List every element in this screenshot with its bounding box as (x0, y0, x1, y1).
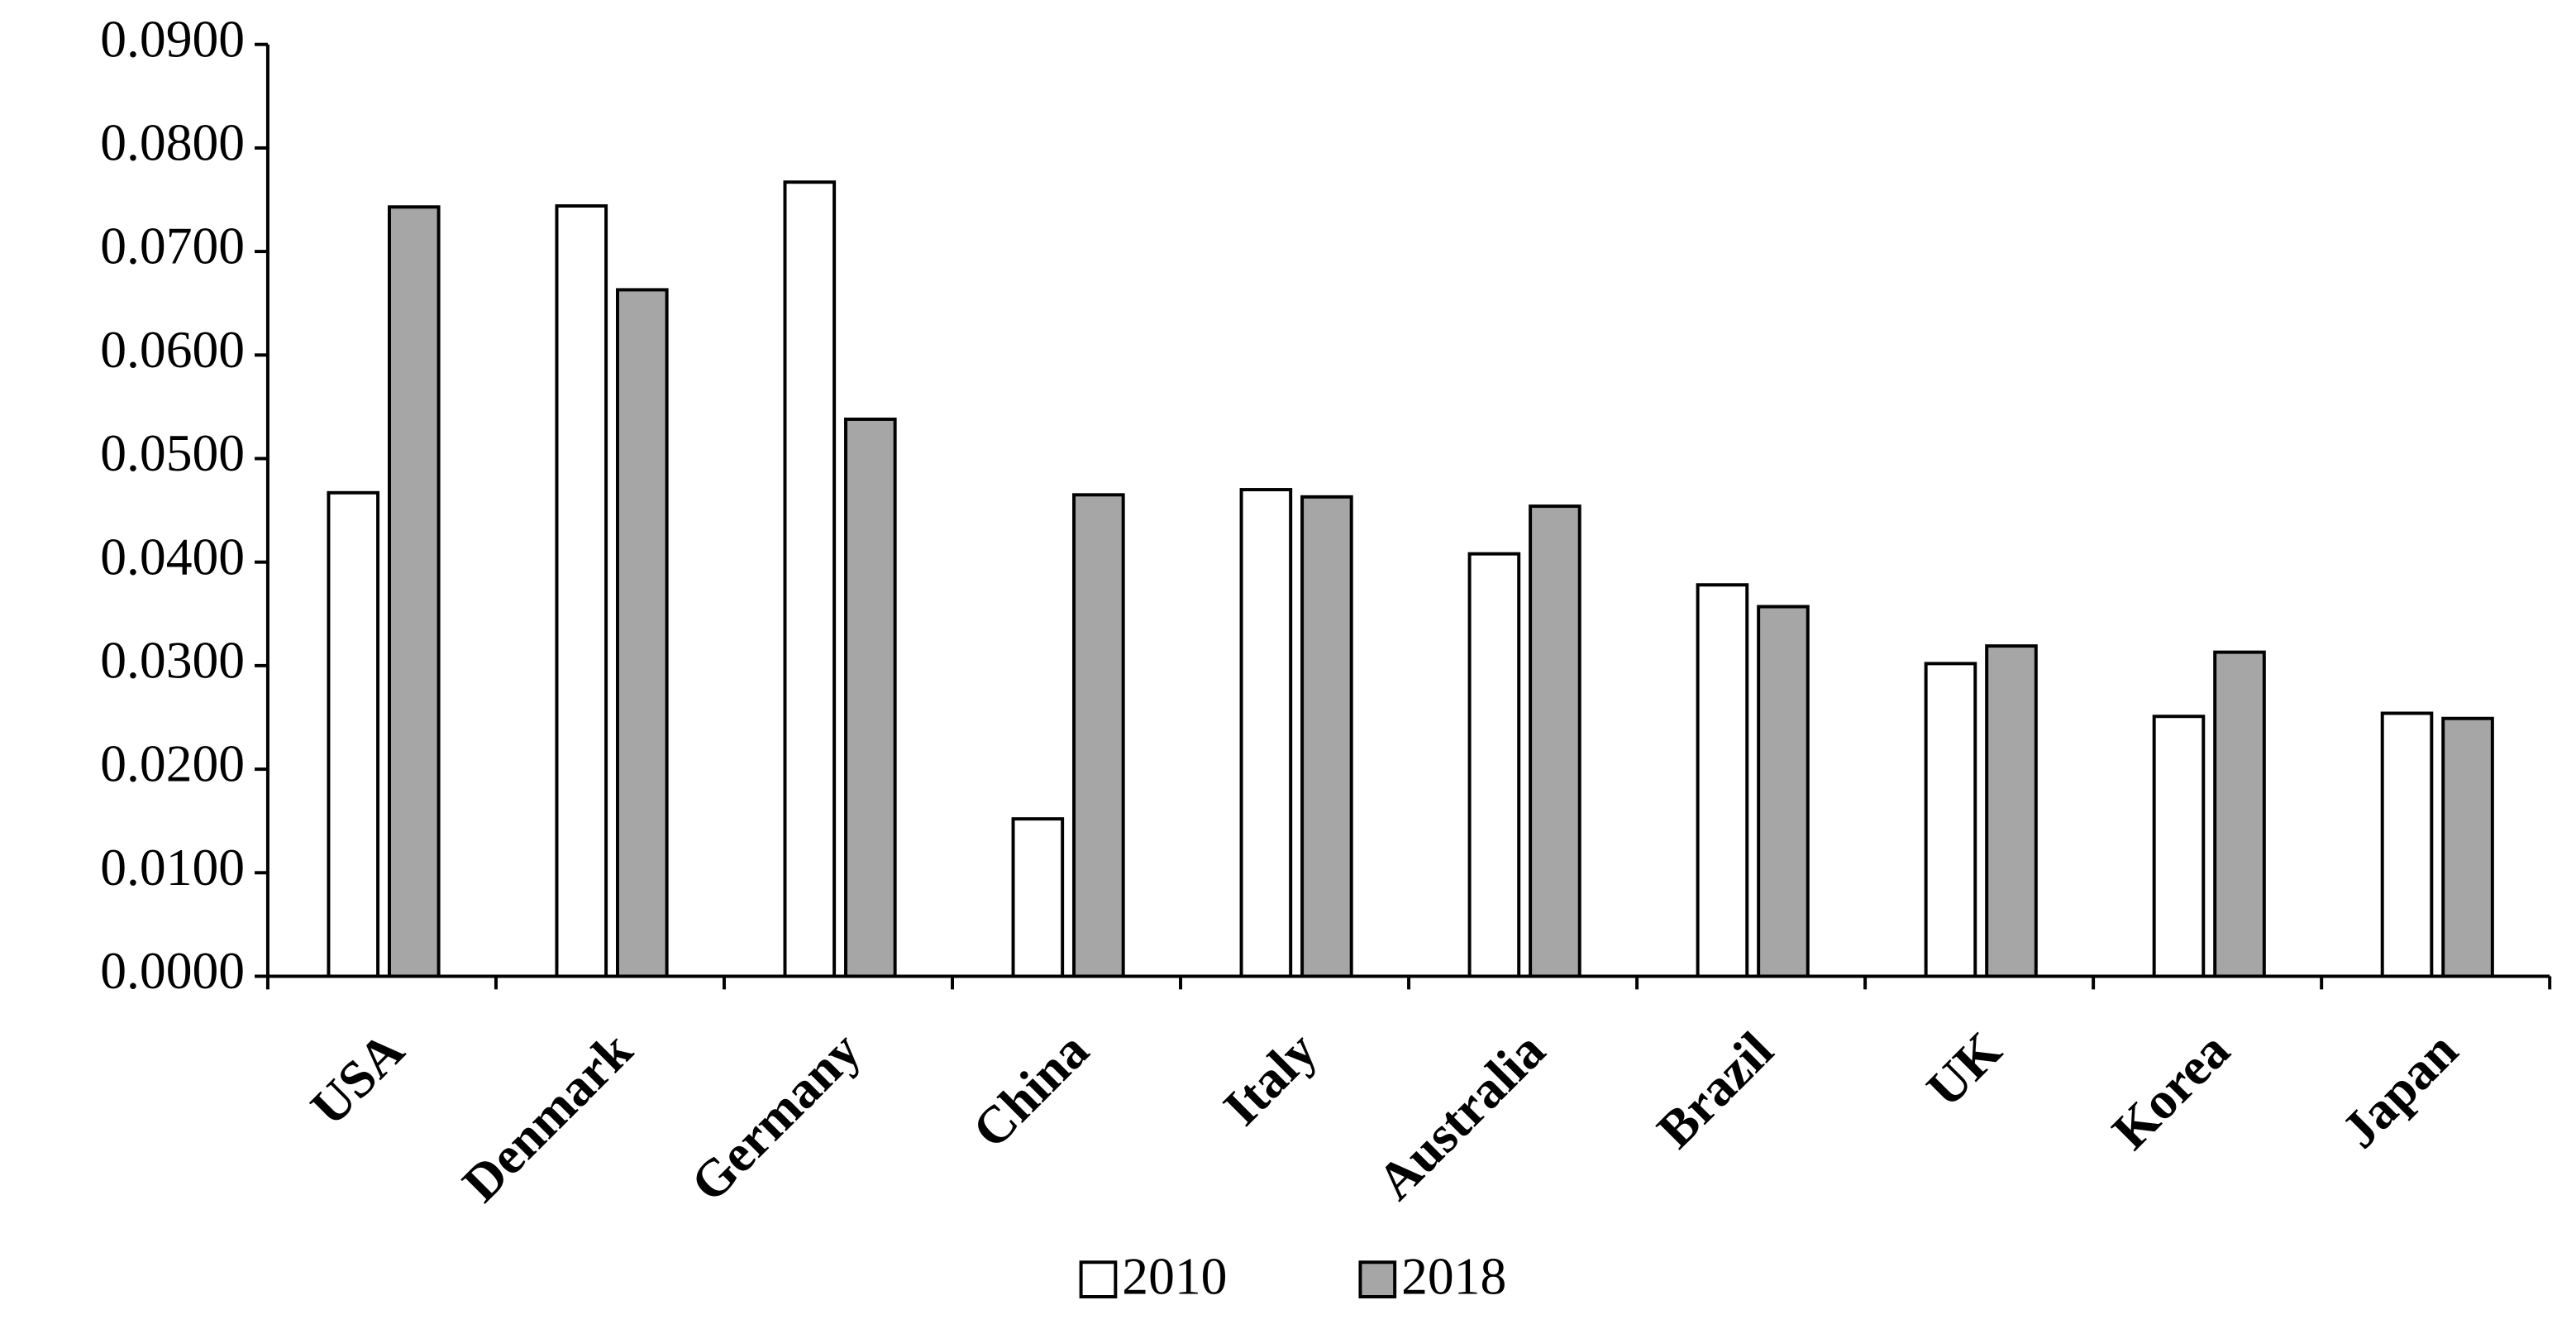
y-tick-label: 0.0100 (100, 838, 245, 896)
x-tick-label: Italy (1212, 1021, 1328, 1136)
y-tick-label: 0.0000 (100, 941, 245, 1000)
bar (1529, 504, 1581, 978)
y-tick-label: 0.0500 (100, 423, 245, 482)
y-tick-label: 0.0700 (100, 217, 245, 275)
x-tick-label: Denmark (451, 1021, 644, 1213)
bar (1985, 644, 2038, 978)
y-tick-label: 0.0200 (100, 734, 245, 793)
bar (1757, 605, 1810, 978)
x-tick-label: Korea (2101, 1021, 2240, 1160)
bar (2152, 715, 2206, 978)
x-tick-label: USA (299, 1021, 415, 1136)
bar (1011, 817, 1065, 978)
legend-swatch (1079, 1260, 1118, 1298)
x-tick-label: China (961, 1021, 1100, 1159)
bar (844, 417, 897, 978)
bar (1072, 493, 1125, 978)
x-tick-label: Japan (2330, 1021, 2469, 1159)
bar (555, 204, 608, 978)
bar (2380, 711, 2434, 978)
bar (2441, 716, 2494, 978)
legend-swatch (1358, 1260, 1397, 1298)
x-tick-label: UK (1915, 1021, 2013, 1118)
bar (783, 180, 837, 978)
y-tick-label: 0.0600 (100, 320, 245, 379)
y-tick-label: 0.0900 (100, 9, 245, 68)
x-tick-label: Australia (1366, 1021, 1556, 1211)
legend-label: 2018 (1401, 1247, 1506, 1306)
x-tick-label: Brazil (1646, 1021, 1785, 1159)
y-tick-label: 0.0800 (100, 113, 245, 172)
y-tick-label: 0.0300 (100, 630, 245, 689)
bar (1300, 495, 1353, 978)
legend-label: 2010 (1122, 1247, 1227, 1306)
bar (1696, 583, 1749, 978)
bar (1924, 662, 1977, 978)
y-tick-label: 0.0400 (100, 527, 245, 586)
bar (1239, 488, 1293, 978)
bar (327, 490, 380, 978)
bar (2213, 650, 2266, 978)
x-tick-label: Germany (680, 1021, 872, 1213)
bar (616, 288, 669, 978)
bar (387, 205, 441, 978)
bar (1467, 552, 1521, 978)
